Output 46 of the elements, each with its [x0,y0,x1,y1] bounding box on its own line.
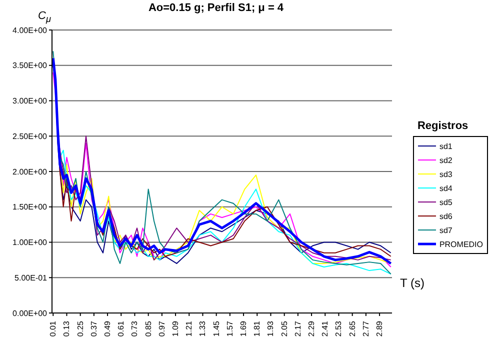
x-tick-label: 2.05 [280,320,289,337]
legend-label: sd3 [439,170,452,178]
x-tick-label: 1.33 [198,320,208,337]
y-tick-label: 1.00E+00 [12,238,48,248]
x-tick-label: 0.37 [89,320,98,337]
y-tick-label: 2.50E+00 [12,132,48,141]
y-axis-title: C$_{μ}$ [38,10,51,24]
chart-title: Ao=0.15 g; Perfil S1; μ = 4 [148,2,284,14]
x-tick-label: 1.69 [239,320,248,337]
y-tick-label: 5.00E-01 [14,273,48,282]
x-tick-label: 1.81 [252,320,262,337]
x-tick-label: 2.41 [320,320,330,337]
y-tick-label: 3.50E+00 [12,61,48,70]
legend-label: sd6 [439,212,452,220]
x-tick-label: 2.77 [361,320,370,337]
x-tick-label: 0.01 [48,320,58,337]
x-tick-label: 0.25 [76,320,85,337]
legend-title: Registros [417,120,470,132]
x-tick-label: 1.09 [171,320,180,337]
legend-label: sd7 [439,226,452,234]
x-tick-label: 0.49 [103,320,112,337]
x-tick-label: 1.57 [225,320,234,337]
x-tick-label: 0.73 [130,320,140,337]
x-tick-label: 2.65 [348,320,357,337]
x-tick-label: 0.61 [116,320,126,337]
x-tick-label: 0.13 [62,320,72,337]
y-tick-label: 0.00E+00 [12,308,48,318]
x-axis-title: T (s) [400,276,424,290]
y-tick-label: 4.00E+00 [12,26,48,35]
x-tick-label: 2.17 [293,320,302,337]
x-tick-label: 0.85 [144,320,153,337]
x-tick-label: 2.29 [307,320,316,337]
y-tick-label: 3.00E+00 [12,96,48,106]
y-tick-label: 1.50E+00 [12,202,48,212]
legend-label: sd4 [439,184,452,192]
x-tick-label: 2.89 [375,320,384,337]
x-tick-label: 1.93 [266,320,276,337]
x-tick-label: 1.21 [184,320,194,337]
legend-label: sd5 [439,198,452,206]
x-tick-label: 1.45 [212,320,221,337]
legend-label: sd2 [439,156,452,164]
x-tick-label: 0.97 [157,320,166,337]
y-tick-label: 2.00E+00 [12,167,48,176]
legend-label: sd1 [439,142,452,150]
x-tick-label: 2.53 [334,320,344,337]
legend-label: PROMEDIO [439,240,483,248]
